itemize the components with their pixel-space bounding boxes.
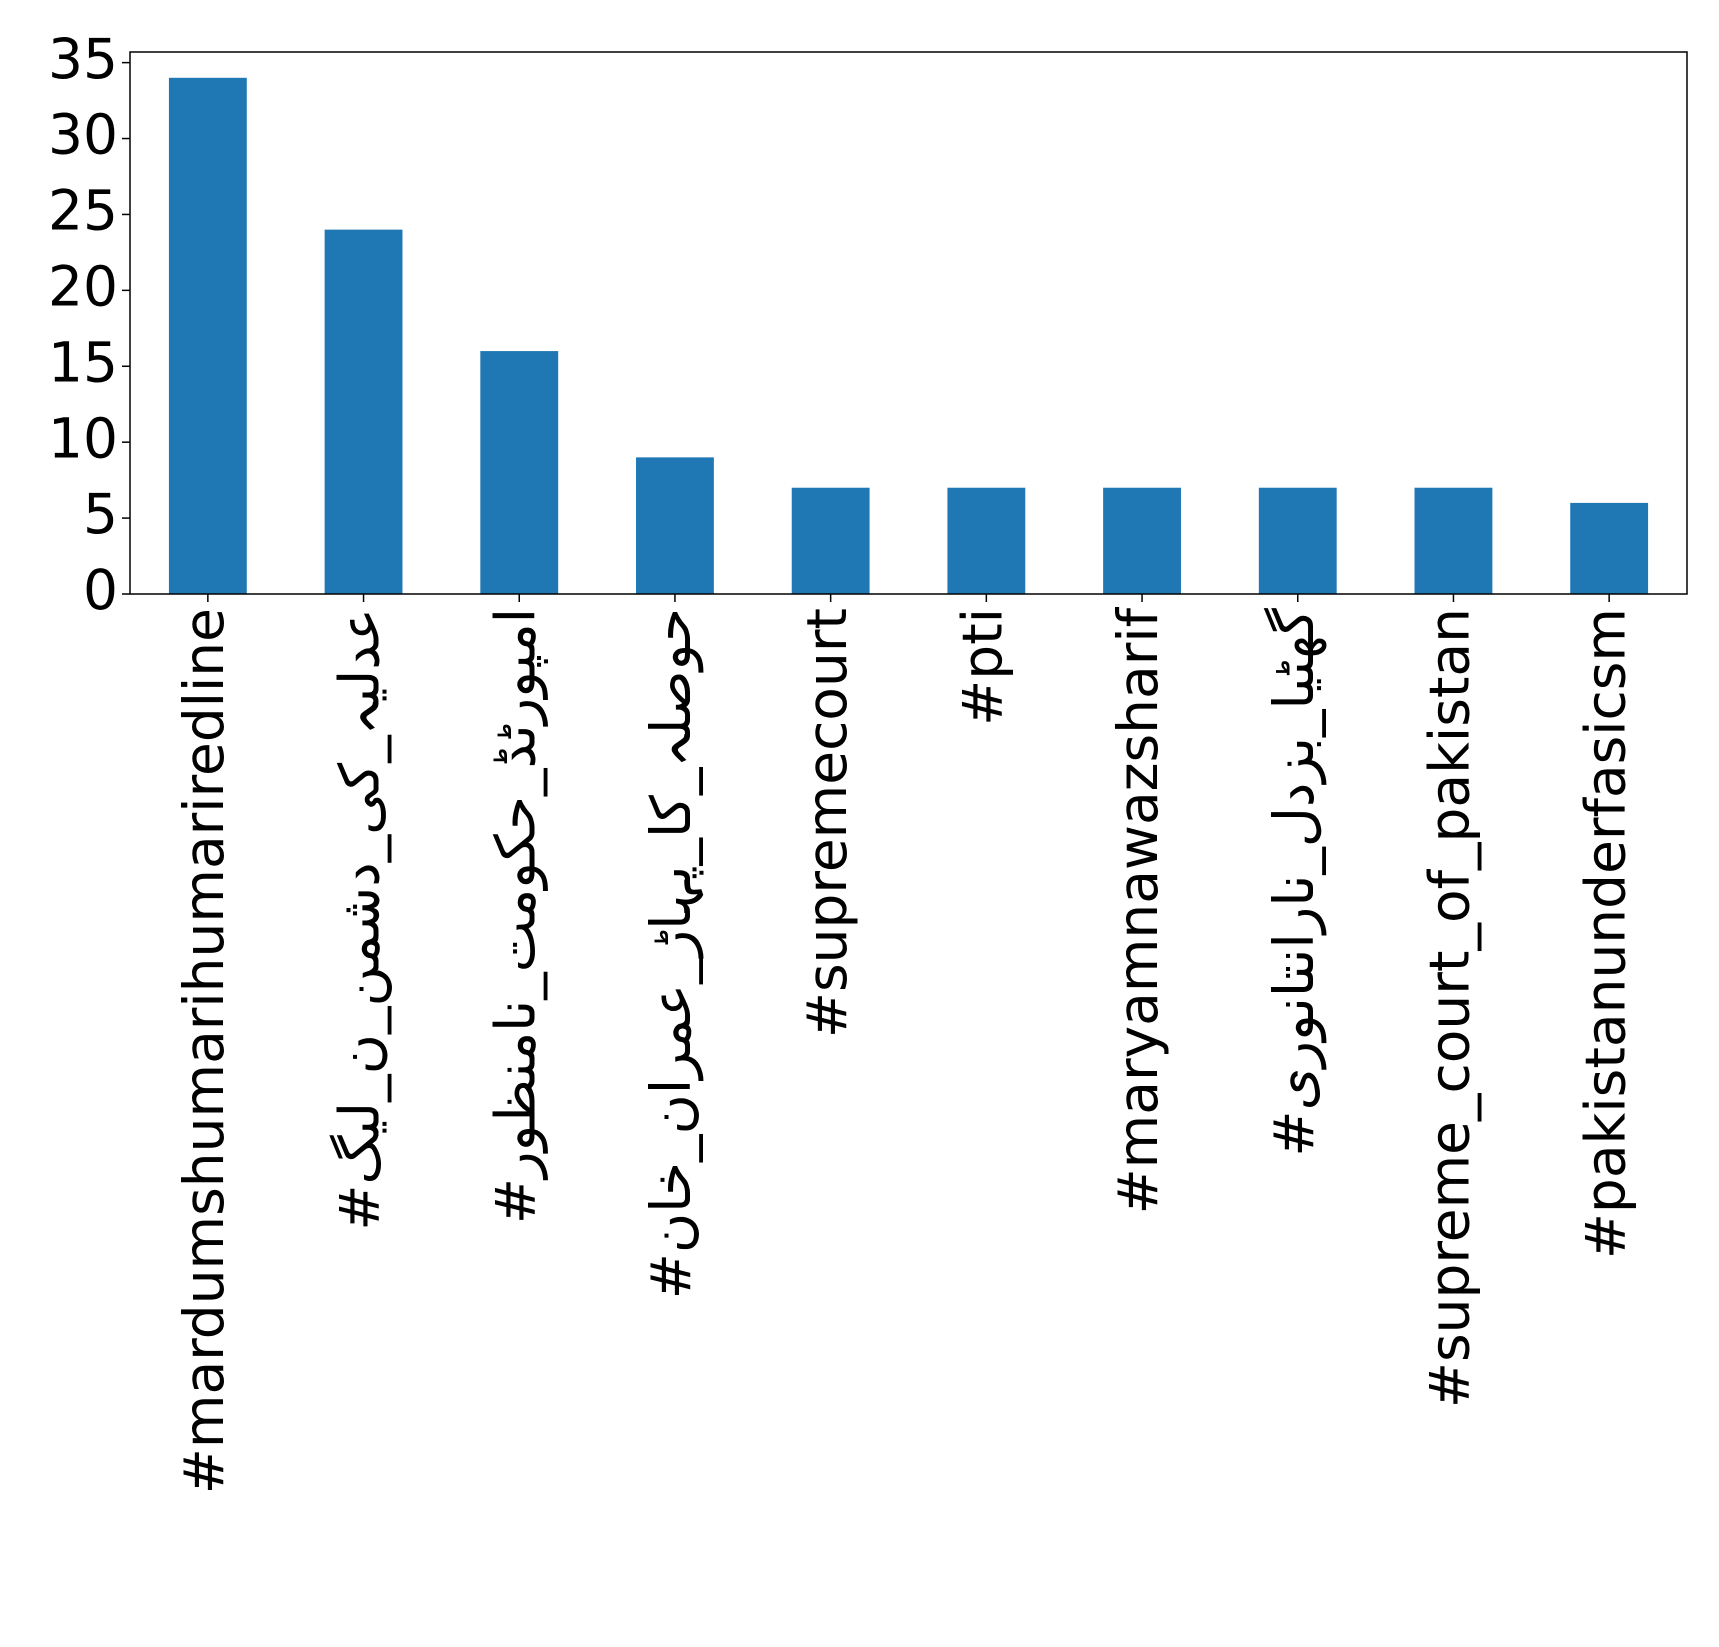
- bar: [1570, 502, 1649, 594]
- plot-frame: [129, 51, 1688, 595]
- bar: [1258, 487, 1337, 594]
- y-tick-label: 30: [48, 103, 118, 167]
- y-tick-label: 25: [48, 179, 118, 243]
- bar: [1103, 487, 1181, 594]
- y-tick-label: 20: [48, 254, 118, 318]
- x-tick-label: #امپورٹڈ_حکومت_نامنظور: [483, 608, 548, 1224]
- y-tick-label: 5: [83, 482, 118, 546]
- y-tick-label: 10: [48, 406, 118, 470]
- x-tick-label: #گھٹیا_بزدل_نارانتانوری: [1262, 607, 1327, 1156]
- bar: [947, 487, 1026, 594]
- y-tick-label: 35: [48, 27, 118, 91]
- x-tick-label: #mardumshumarihumariredline: [172, 608, 236, 1494]
- bar: [168, 77, 247, 595]
- x-tick-label: #pakistanunderfasicsm: [1573, 608, 1637, 1259]
- x-tick-label: #pti: [950, 608, 1014, 726]
- bar: [791, 487, 870, 594]
- bar: [1414, 487, 1493, 594]
- x-tick-label: #supreme_court_of_pakistan: [1418, 608, 1482, 1408]
- y-tick-label: 15: [48, 330, 118, 394]
- bar: [324, 229, 403, 594]
- x-tick-label: #maryamnawazsharif: [1106, 606, 1170, 1214]
- y-tick-label: 0: [83, 558, 118, 622]
- bar: [636, 457, 714, 594]
- x-tick-label: #حوصلہ_کا_پہاڑ_عمران_خان: [639, 608, 704, 1299]
- bar: [480, 351, 559, 594]
- x-tick-label: #supremecourt: [795, 608, 859, 1038]
- x-tick-label: #عدلیہ_کی_دشمن_ن_لیگ: [328, 608, 392, 1231]
